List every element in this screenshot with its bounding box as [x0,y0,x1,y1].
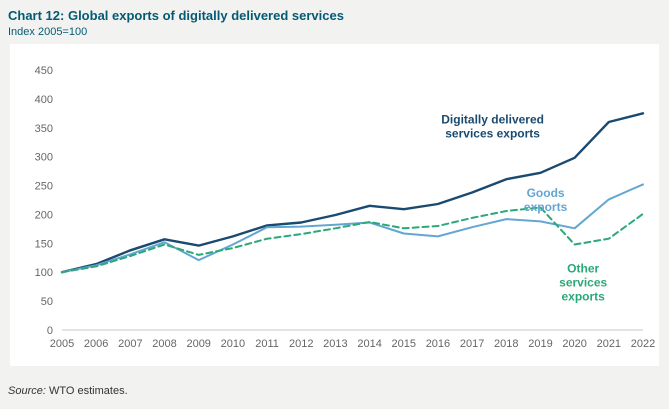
series-line [61,206,644,274]
x-axis-year-label: 2010 [221,338,245,350]
x-axis-year-label: 2020 [562,338,586,350]
y-axis-tick-label: 200 [35,209,53,221]
x-axis-year-label: 2021 [597,338,621,350]
series-line [61,183,644,274]
x-axis-year-label: 2008 [152,338,176,350]
series-label: exports [524,200,568,214]
x-axis-year-label: 2017 [460,338,484,350]
chart-title: Chart 12: Global exports of digitally de… [8,8,344,23]
y-axis-tick-label: 350 [35,123,53,135]
chart-subtitle: Index 2005=100 [8,26,88,38]
x-axis-year-label: 2007 [118,338,142,350]
line-chart-canvas: 0 50 100 150 200 250 300 350 400 450 2005 2006 2007 2… [10,44,659,371]
y-axis-tick-label: 250 [35,181,53,193]
x-axis-year-label: 2005 [50,338,74,350]
chart-panel: 0 50 100 150 200 250 300 350 400 450 2005 2006 2007 2… [10,44,659,366]
x-axis-year-label: 2011 [255,338,279,350]
x-axis-year-label: 2009 [186,338,210,350]
series-label: Other [567,262,599,276]
x-axis-year-label: 2015 [392,338,416,350]
y-axis-tick-label: 300 [35,152,53,164]
y-axis-tick-label: 400 [35,94,53,106]
line-chart-svg: 0 50 100 150 200 250 300 350 400 450 2005 2006 2007 2… [35,65,656,350]
x-axis-year-label: 2018 [494,338,518,350]
x-axis-year-label: 2006 [84,338,108,350]
y-axis-tick-label: 150 [35,238,53,250]
series-line [60,112,645,274]
x-axis-year-label: 2013 [323,338,347,350]
series-label: exports [562,290,606,304]
y-axis-tick-label: 50 [41,296,53,308]
x-axis-year-label: 2022 [631,338,655,350]
x-axis-year-label: 2014 [357,338,381,350]
source-text: WTO estimates. [45,385,128,397]
series-label: services [559,276,607,290]
y-axis-tick-label: 0 [47,325,53,337]
series-label: services exports [445,127,540,141]
y-axis-tick-label: 100 [35,267,53,279]
series-label: Goods [527,186,565,200]
source-label: Source: [8,385,46,397]
x-axis-year-label: 2019 [528,338,552,350]
y-axis-tick-label: 450 [35,65,53,77]
source-note: Source: WTO estimates. [8,385,128,397]
x-axis-year-label: 2012 [289,338,313,350]
x-axis-year-label: 2016 [426,338,450,350]
series-label: Digitally delivered [441,113,544,127]
